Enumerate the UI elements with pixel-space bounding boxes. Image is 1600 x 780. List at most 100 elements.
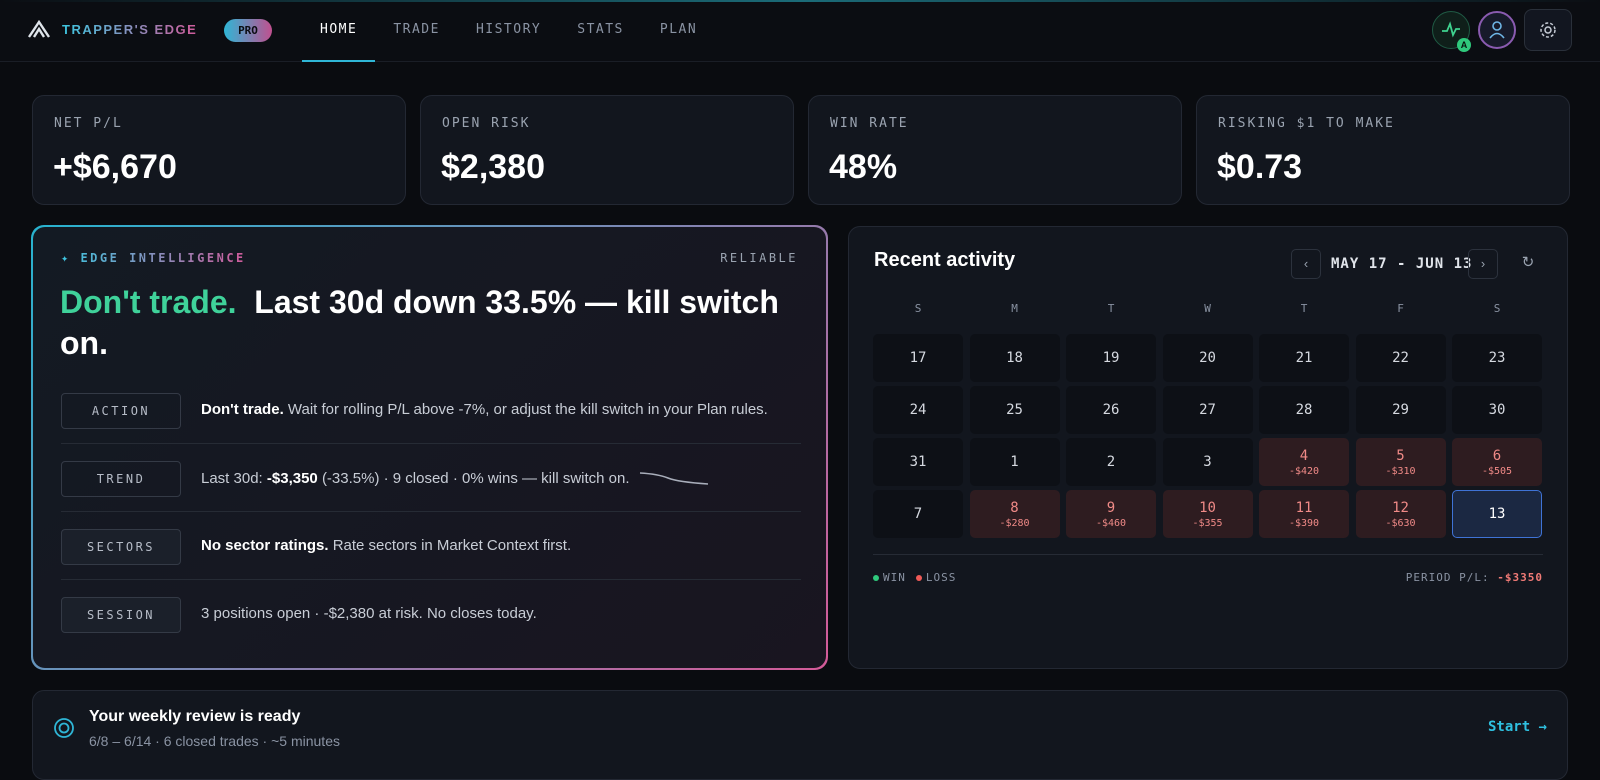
day-cell[interactable]: 1 <box>969 438 1060 486</box>
day-number: 25 <box>1006 402 1023 418</box>
day-number: 5 <box>1396 447 1405 464</box>
stat-value: $2,380 <box>441 148 545 186</box>
nav-tab[interactable]: STATS <box>577 22 624 37</box>
intel-row: ACTION Don't trade. Wait for rolling P/L … <box>61 376 801 444</box>
stat-card: OPEN RISK $2,380 <box>420 95 794 205</box>
tabs: HOME TRADE HISTORY STATS PLAN <box>302 0 715 62</box>
day-number: 12 <box>1392 499 1409 516</box>
row-body: Wait for rolling P/L above -7%, or adjus… <box>287 401 768 418</box>
refresh-button[interactable]: ↻ <box>1521 254 1535 271</box>
day-number: 23 <box>1488 350 1506 366</box>
status-badge: A <box>1457 38 1471 52</box>
intel-row: SESSION 3 positions open · -$2,380 at ris… <box>61 580 801 648</box>
day-cell[interactable]: 29 <box>1355 386 1446 434</box>
day-cell[interactable]: 10 -$355 <box>1162 490 1253 538</box>
stat-card: NET P/L +$6,670 <box>32 95 406 205</box>
day-cell[interactable]: 30 <box>1452 386 1542 434</box>
day-number: 17 <box>909 350 927 366</box>
day-number: 3 <box>1203 454 1212 470</box>
stat-label: RISKING $1 TO MAKE <box>1218 116 1395 131</box>
intel-row: SECTORS No sector ratings. Rate sectors i… <box>61 512 801 580</box>
intel-row: TREND Last 30d: -$3,350 (-33.5%) · 9 clos… <box>61 444 801 512</box>
review-banner: Your weekly review is ready 6/8 – 6/14 ·… <box>32 690 1568 780</box>
day-number: 8 <box>1010 499 1019 516</box>
nav-tab[interactable]: PLAN <box>659 22 698 37</box>
day-number: 19 <box>1102 350 1120 366</box>
day-cell[interactable]: 12 -$630 <box>1355 490 1446 538</box>
day-cell[interactable]: 2 <box>1066 438 1156 486</box>
next-button[interactable]: › <box>1468 249 1498 279</box>
period-value: -$3350 <box>1497 571 1543 584</box>
day-cell[interactable]: 13 <box>1452 490 1542 538</box>
divider <box>873 554 1543 555</box>
day-cell[interactable]: 3 <box>1162 438 1253 486</box>
day-cell[interactable]: 21 <box>1259 334 1349 382</box>
weekday: S <box>914 302 922 315</box>
weekday: T <box>1300 302 1308 315</box>
day-pnl: -$630 <box>1385 517 1416 529</box>
day-number: 6 <box>1492 447 1502 464</box>
day-cell[interactable]: 17 <box>873 334 963 382</box>
row-body: 3 positions open · -$2,380 at risk. No c… <box>201 605 537 622</box>
day-cell[interactable]: 11 -$390 <box>1259 490 1349 538</box>
day-cell[interactable]: 5 -$310 <box>1355 438 1446 486</box>
intel-panel: ✦ EDGE INTELLIGENCE RELIABLE Don't trade… <box>33 227 826 668</box>
day-cell[interactable]: 18 <box>969 334 1060 382</box>
intel-kicker: ✦ EDGE INTELLIGENCE <box>61 251 246 265</box>
day-number: 9 <box>1106 499 1116 516</box>
review-title: Your weekly review is ready <box>89 708 301 725</box>
legend-label: WIN <box>883 571 906 584</box>
legend: WIN LOSS <box>873 571 956 584</box>
day-cell[interactable]: 28 <box>1259 386 1349 434</box>
day-cell[interactable]: 25 <box>969 386 1060 434</box>
row-text: Last 30d: -$3,350 (-33.5%) · 9 closed · … <box>201 469 710 489</box>
weekday: F <box>1397 302 1404 315</box>
pulse-icon <box>1442 21 1460 38</box>
row-bold: -$3,350 <box>266 469 318 487</box>
day-number: 2 <box>1106 454 1116 470</box>
day-cell[interactable]: 9 -$460 <box>1066 490 1156 538</box>
review-start[interactable]: Start → <box>1487 719 1547 735</box>
day-cell[interactable]: 19 <box>1066 334 1156 382</box>
stat-label: NET P/L <box>54 116 123 131</box>
day-cell[interactable]: 6 -$505 <box>1452 438 1542 486</box>
day-cell[interactable]: 22 <box>1355 334 1446 382</box>
row-body: Rate sectors in Market Context first. <box>332 537 572 554</box>
nav-tab[interactable]: HOME <box>302 0 376 62</box>
day-cell[interactable]: 8 -$280 <box>969 490 1060 538</box>
day-cell[interactable]: 4 -$420 <box>1259 438 1349 486</box>
day-number: 26 <box>1102 402 1120 418</box>
review-icon <box>54 718 74 738</box>
day-cell[interactable]: 20 <box>1162 334 1253 382</box>
day-cell[interactable]: 31 <box>873 438 963 486</box>
top-nav: TRAPPER'S EDGE PRO HOME TRADE HISTORY STATS… <box>0 0 1600 62</box>
activity-button[interactable]: A <box>1432 11 1471 52</box>
settings-button[interactable] <box>1524 9 1572 51</box>
day-number: 29 <box>1392 402 1409 418</box>
day-number: 28 <box>1295 402 1313 418</box>
nav-tab[interactable]: HISTORY <box>475 22 542 37</box>
calendar: S M T W T F S 17 18 19 20 21 22 23 24 25 26 27 28 29 30 31 1 2 3… <box>873 302 1543 542</box>
day-number: 11 <box>1295 499 1313 516</box>
day-pnl: -$355 <box>1192 517 1223 529</box>
day-number: 18 <box>1006 350 1023 366</box>
nav-tab[interactable]: TRADE <box>393 22 440 37</box>
day-cell[interactable]: 26 <box>1066 386 1156 434</box>
day-cell[interactable]: 7 <box>873 490 963 538</box>
stat-value: $0.73 <box>1217 148 1303 186</box>
headline-accent: Don't trade. <box>60 284 237 320</box>
day-cell[interactable]: 24 <box>873 386 963 434</box>
day-number: 20 <box>1199 350 1216 366</box>
date-range: MAY 17 - JUN 13 <box>1331 256 1473 272</box>
intel-status: RELIABLE <box>720 251 798 265</box>
prev-button[interactable]: ‹ <box>1291 249 1321 279</box>
day-cell[interactable]: 27 <box>1162 386 1253 434</box>
row-text: No sector ratings. Rate sectors in Marke… <box>201 537 571 554</box>
logo <box>28 20 50 38</box>
profile-button[interactable] <box>1478 11 1516 49</box>
row-tag: SESSION <box>61 597 181 633</box>
day-pnl: -$280 <box>999 517 1030 529</box>
day-cell[interactable]: 23 <box>1452 334 1542 382</box>
day-number: 22 <box>1392 350 1409 366</box>
